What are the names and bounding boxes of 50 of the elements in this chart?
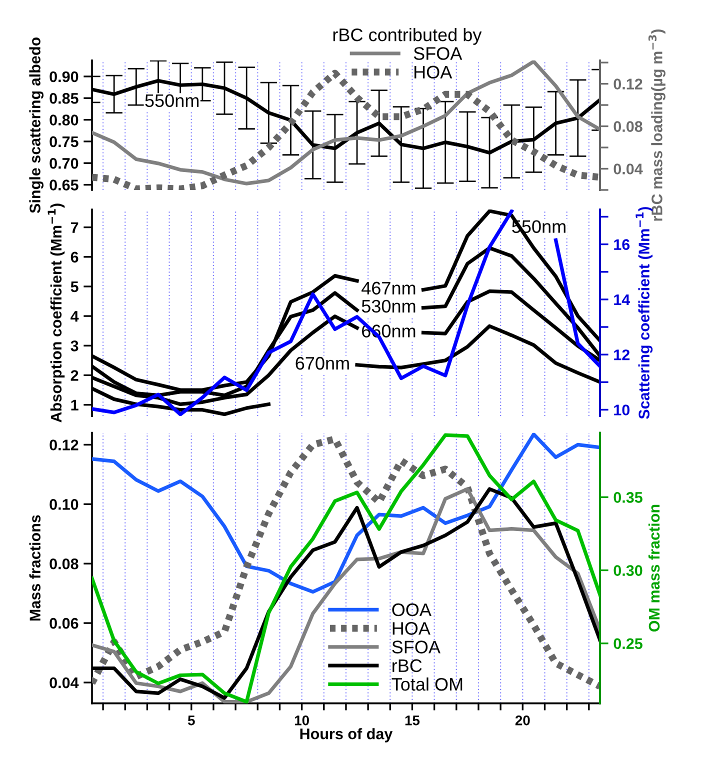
y-tick-label: 7 (70, 222, 78, 233)
y-tick-label: 0.70 (50, 158, 78, 169)
y-tick-label: 0.04 (50, 677, 79, 688)
y2-tick-label: 14 (614, 294, 630, 305)
y-tick-label: 6 (70, 252, 78, 263)
legend-label: HOA (392, 622, 430, 635)
legend-label: rBC (392, 659, 422, 672)
y2-tick-label: 12 (614, 349, 630, 360)
y-tick-label: 0.12 (50, 440, 78, 450)
y-tick-label: 5 (70, 281, 78, 292)
y2-tick-label: 0.25 (614, 638, 642, 650)
annotation: 530nm (362, 300, 416, 313)
x-tick-label: 20 (515, 716, 530, 726)
y2-tick-label: 0.35 (614, 492, 642, 503)
legend-label: OOA (392, 603, 432, 616)
annotation: 670nm (296, 356, 349, 370)
y2-axis-title: Scattering coefficient (Mm$^{−1}$) (636, 207, 653, 419)
legend-label: HOA (414, 66, 452, 79)
legend-label: SFOA (414, 47, 462, 60)
y-axis-title: Mass fractions (29, 515, 40, 621)
annotation: 467nm (362, 282, 416, 295)
x-tick-label: 15 (405, 716, 420, 726)
y-tick-label: 1 (71, 400, 78, 410)
y-tick-label: 3 (70, 340, 78, 352)
y-tick-label: 0.75 (50, 136, 78, 148)
y2-tick-label: 0.12 (614, 78, 642, 90)
y-tick-label: 0.06 (50, 618, 78, 629)
y2-tick-label: 0.08 (614, 121, 642, 132)
y2-tick-label: 16 (614, 239, 630, 250)
y-tick-label: 0.65 (50, 180, 78, 190)
x-tick-label: 5 (188, 716, 195, 726)
y-tick-label: 2 (70, 370, 78, 381)
y-tick-label: 0.10 (50, 499, 78, 510)
y-tick-label: 0.90 (50, 71, 78, 82)
legend-title: rBC contributed by (333, 28, 482, 45)
y-axis-title: Absorption coefficient (Mm$^{−1}$) (48, 204, 65, 422)
annotation: 550nm (145, 94, 199, 108)
legend-label: SFOA (392, 640, 440, 654)
x-axis-title: Hours of day (300, 728, 393, 742)
y2-tick-label: 10 (614, 404, 630, 416)
y-tick-label: 0.08 (50, 558, 78, 570)
y2-axis-title: OM mass fraction (648, 504, 660, 632)
legend-label: Total OM (392, 677, 462, 691)
y-tick-label: 0.85 (50, 92, 78, 104)
y-tick-label: 0.80 (50, 114, 78, 126)
y-tick-label: 4 (70, 311, 79, 322)
y2-tick-label: 0.04 (614, 164, 643, 174)
y-axis-title: Single scattering albedo (29, 37, 44, 214)
y2-tick-label: 0.30 (614, 565, 642, 576)
x-tick-label: 10 (294, 716, 309, 726)
